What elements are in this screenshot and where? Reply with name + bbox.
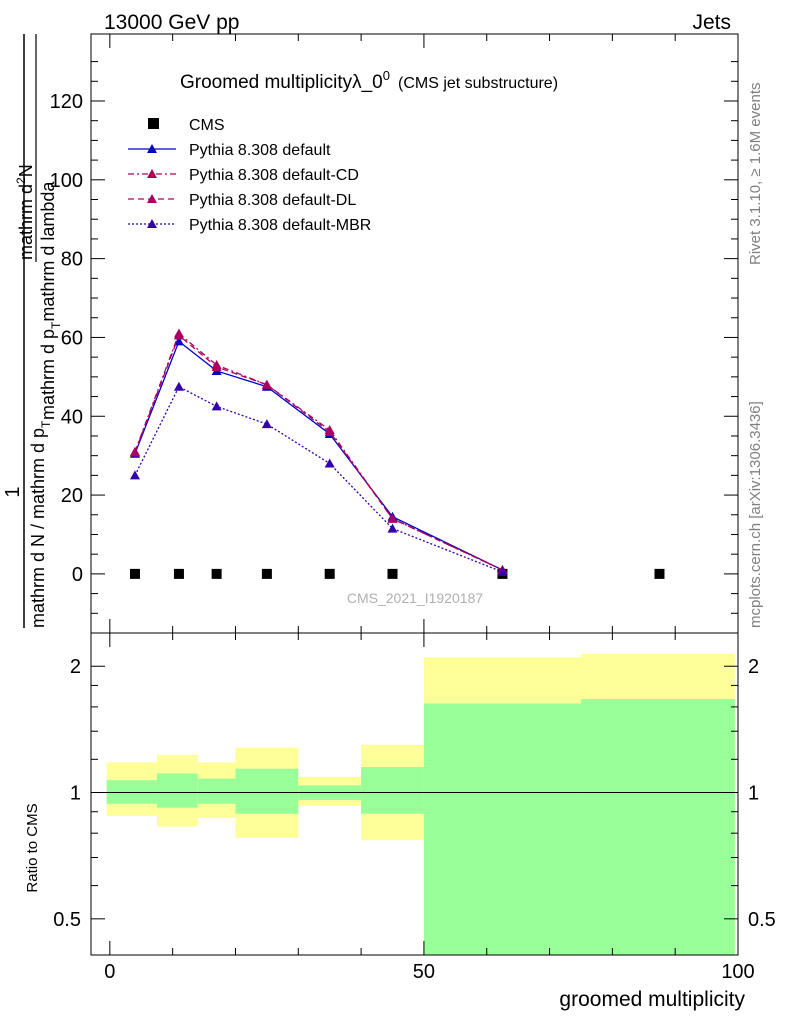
cms-point-0: [129, 568, 140, 579]
main-ytick-label: 80: [61, 249, 83, 271]
header-right: Jets: [692, 11, 731, 34]
ratio-band-inner-0: [106, 780, 157, 804]
cms-point-7: [654, 568, 665, 579]
plot-title-sup: 0: [383, 68, 390, 83]
ratio-ytick-label: 0.5: [53, 909, 81, 931]
y-axis-label-top: 1 mathrm d N / mathrm d pT mathrm d2N ma…: [2, 34, 63, 628]
ratio-axes: 0.5 0.5 1 1 2 2 0 50 100: [53, 632, 776, 983]
ratio-xtick-label: 0: [104, 961, 115, 983]
legend-label-3: Pythia 8.308 default-DL: [189, 192, 356, 209]
series-4-point-5: [387, 523, 398, 533]
main-ytick-label: 20: [61, 485, 83, 507]
main-ytick-label: 0: [72, 564, 83, 586]
ylabel-num-2: mathrm d2N: [14, 164, 36, 260]
watermark: CMS_2021_I1920187: [347, 590, 483, 606]
cms-point-1: [173, 568, 184, 579]
y-axis-label-bottom: Ratio to CMS: [24, 803, 41, 892]
series-4-point-2: [211, 401, 222, 411]
plot-title: Groomed multiplicityλ_00 (CMS jet substru…: [180, 68, 558, 93]
series-1-point-1: [173, 336, 184, 346]
legend-label-1: Pythia 8.308 default: [189, 142, 331, 159]
legend-label-4: Pythia 8.308 default-MBR: [189, 217, 371, 234]
series-4-point-1: [173, 381, 184, 391]
legend-marker-2: [147, 169, 157, 178]
ratio-xtick-label: 100: [721, 961, 754, 983]
ratio-ytick-label-right: 0.5: [748, 909, 776, 931]
main-ytick-label: 60: [61, 327, 83, 349]
ratio-xtick-label: 50: [413, 961, 435, 983]
ratio-band-inner-5: [361, 767, 424, 814]
ratio-band-inner-7: [580, 699, 735, 955]
series-line-2: [134, 332, 503, 571]
legend-marker-3: [147, 194, 157, 203]
legend-label-2: Pythia 8.308 default-CD: [189, 167, 359, 184]
series-3-point-4: [324, 427, 335, 437]
ratio-ytick-label: 1: [70, 783, 81, 805]
ratio-band-inner-2: [197, 778, 236, 804]
ylabel-den-1: mathrm d N / mathrm d pT: [28, 420, 53, 628]
series-4-point-6: [497, 566, 508, 576]
series-3-point-5: [387, 513, 398, 523]
series-3-point-1: [173, 330, 184, 340]
series-line-1: [134, 340, 503, 571]
cms-point-5: [387, 568, 398, 579]
cms-point-3: [261, 568, 272, 579]
ratio-band-inner-6: [423, 703, 581, 955]
legend: CMS Pythia 8.308 default Pythia 8.308 defa…: [128, 117, 371, 234]
legend-marker-cms: [148, 118, 159, 129]
ratio-ytick-label-right: 2: [748, 656, 759, 678]
ratio-ytick-label: 2: [70, 656, 81, 678]
main-ytick-label: 120: [50, 91, 83, 113]
rivet-label: Rivet 3.1.10, ≥ 1.6M events: [747, 83, 764, 266]
ylabel-den-2: mathrm d pTmathrm d lambda: [38, 181, 63, 420]
main-series: [129, 328, 665, 579]
ratio-bands: [106, 653, 735, 955]
ratio-band-inner-1: [156, 773, 198, 808]
plot-title-paren: (CMS jet substructure): [398, 75, 558, 92]
series-3-point-0: [129, 447, 140, 457]
ratio-ytick-label-right: 1: [748, 783, 759, 805]
legend-marker-1: [147, 144, 157, 153]
series-4-point-0: [129, 470, 140, 480]
series-4-point-4: [324, 458, 335, 468]
plot-title-main: Groomed multiplicityλ_0: [180, 72, 383, 93]
main-ytick-label: 40: [61, 406, 83, 428]
mcplots-label: mcplots.cern.ch [arXiv:1306.3436]: [747, 401, 764, 628]
cms-point-2: [211, 568, 222, 579]
cms-point-4: [324, 568, 335, 579]
main-axes: 0 20 40 60 80 100 120: [50, 33, 739, 634]
ratio-band-inner-3: [235, 768, 299, 814]
x-axis-label: groomed multiplicity: [559, 988, 745, 1011]
legend-label-0: CMS: [189, 117, 225, 134]
series-line-3: [134, 334, 503, 571]
series-4-point-3: [261, 419, 272, 429]
ylabel-num-1: 1: [2, 486, 24, 497]
series-3-point-3: [261, 379, 272, 389]
series-3-point-2: [211, 361, 222, 371]
header-left: 13000 GeV pp: [104, 11, 239, 34]
ratio-frame: [90, 632, 739, 956]
main-ytick-label: 100: [50, 170, 83, 192]
legend-marker-4: [147, 219, 157, 228]
